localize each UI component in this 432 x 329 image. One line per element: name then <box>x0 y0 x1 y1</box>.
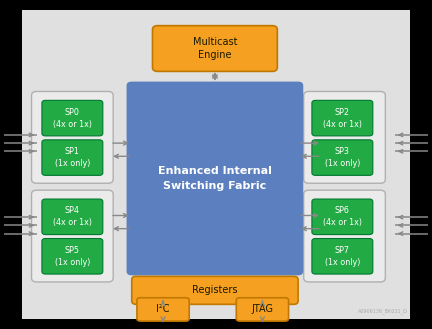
Text: I²C: I²C <box>156 304 170 315</box>
Text: SP3
(1x only): SP3 (1x only) <box>325 147 360 168</box>
FancyBboxPatch shape <box>137 298 189 321</box>
Text: Enhanced Internal
Switching Fabric: Enhanced Internal Switching Fabric <box>158 166 272 191</box>
Text: JTAG: JTAG <box>251 304 273 315</box>
FancyBboxPatch shape <box>42 199 103 235</box>
Text: SP4
(4x or 1x): SP4 (4x or 1x) <box>53 206 92 227</box>
FancyBboxPatch shape <box>312 239 373 274</box>
FancyBboxPatch shape <box>152 26 277 71</box>
Text: SP7
(1x only): SP7 (1x only) <box>325 246 360 267</box>
FancyBboxPatch shape <box>304 91 385 183</box>
FancyBboxPatch shape <box>312 100 373 136</box>
FancyBboxPatch shape <box>312 140 373 175</box>
Text: SP1
(1x only): SP1 (1x only) <box>55 147 90 168</box>
Text: SP2
(4x or 1x): SP2 (4x or 1x) <box>323 108 362 129</box>
FancyBboxPatch shape <box>42 100 103 136</box>
Text: SP6
(4x or 1x): SP6 (4x or 1x) <box>323 206 362 227</box>
Text: SP0
(4x or 1x): SP0 (4x or 1x) <box>53 108 92 129</box>
Text: A0906136_BK031_D: A0906136_BK031_D <box>359 309 408 314</box>
FancyBboxPatch shape <box>32 190 113 282</box>
FancyBboxPatch shape <box>42 239 103 274</box>
FancyBboxPatch shape <box>32 91 113 183</box>
FancyBboxPatch shape <box>236 298 289 321</box>
FancyBboxPatch shape <box>127 82 303 275</box>
FancyBboxPatch shape <box>22 10 410 319</box>
Text: SP5
(1x only): SP5 (1x only) <box>55 246 90 267</box>
FancyBboxPatch shape <box>132 276 298 304</box>
Text: Multicast
Engine: Multicast Engine <box>193 37 237 60</box>
FancyBboxPatch shape <box>42 140 103 175</box>
FancyBboxPatch shape <box>312 199 373 235</box>
Text: Registers: Registers <box>192 285 238 295</box>
FancyBboxPatch shape <box>304 190 385 282</box>
